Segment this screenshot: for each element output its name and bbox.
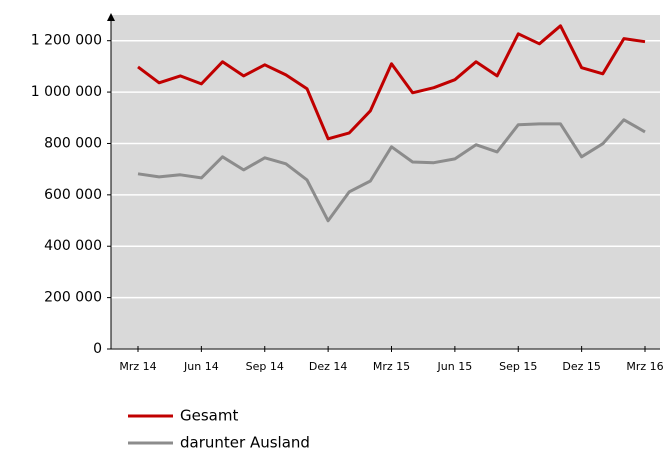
x-tick-label: Mrz 16 bbox=[626, 360, 663, 373]
legend-label: Gesamt bbox=[180, 407, 238, 425]
y-tick-label: 600 000 bbox=[44, 187, 102, 203]
x-tick-label: Dez 15 bbox=[562, 360, 601, 373]
x-tick-label: Dez 14 bbox=[309, 360, 348, 373]
y-tick-label: 800 000 bbox=[44, 135, 102, 151]
y-tick-label: 0 bbox=[93, 341, 102, 357]
x-tick-label: Sep 15 bbox=[499, 360, 537, 373]
y-tick-label: 400 000 bbox=[44, 238, 102, 254]
y-tick-label: 1 200 000 bbox=[31, 33, 102, 49]
series-line bbox=[137, 24, 646, 141]
x-tick-label: Mrz 15 bbox=[373, 360, 410, 373]
y-tick-label: 200 000 bbox=[44, 290, 102, 306]
x-tick-label: Sep 14 bbox=[246, 360, 284, 373]
y-tick-label: 1 000 000 bbox=[31, 84, 102, 100]
x-tick-label: Jun 14 bbox=[183, 360, 219, 373]
series-line bbox=[137, 118, 646, 223]
x-tick-label: Mrz 14 bbox=[119, 360, 156, 373]
x-tick-label: Jun 15 bbox=[437, 360, 473, 373]
legend-label: darunter Ausland bbox=[180, 434, 310, 452]
plot-background bbox=[111, 15, 660, 349]
y-axis-arrow bbox=[107, 13, 115, 21]
